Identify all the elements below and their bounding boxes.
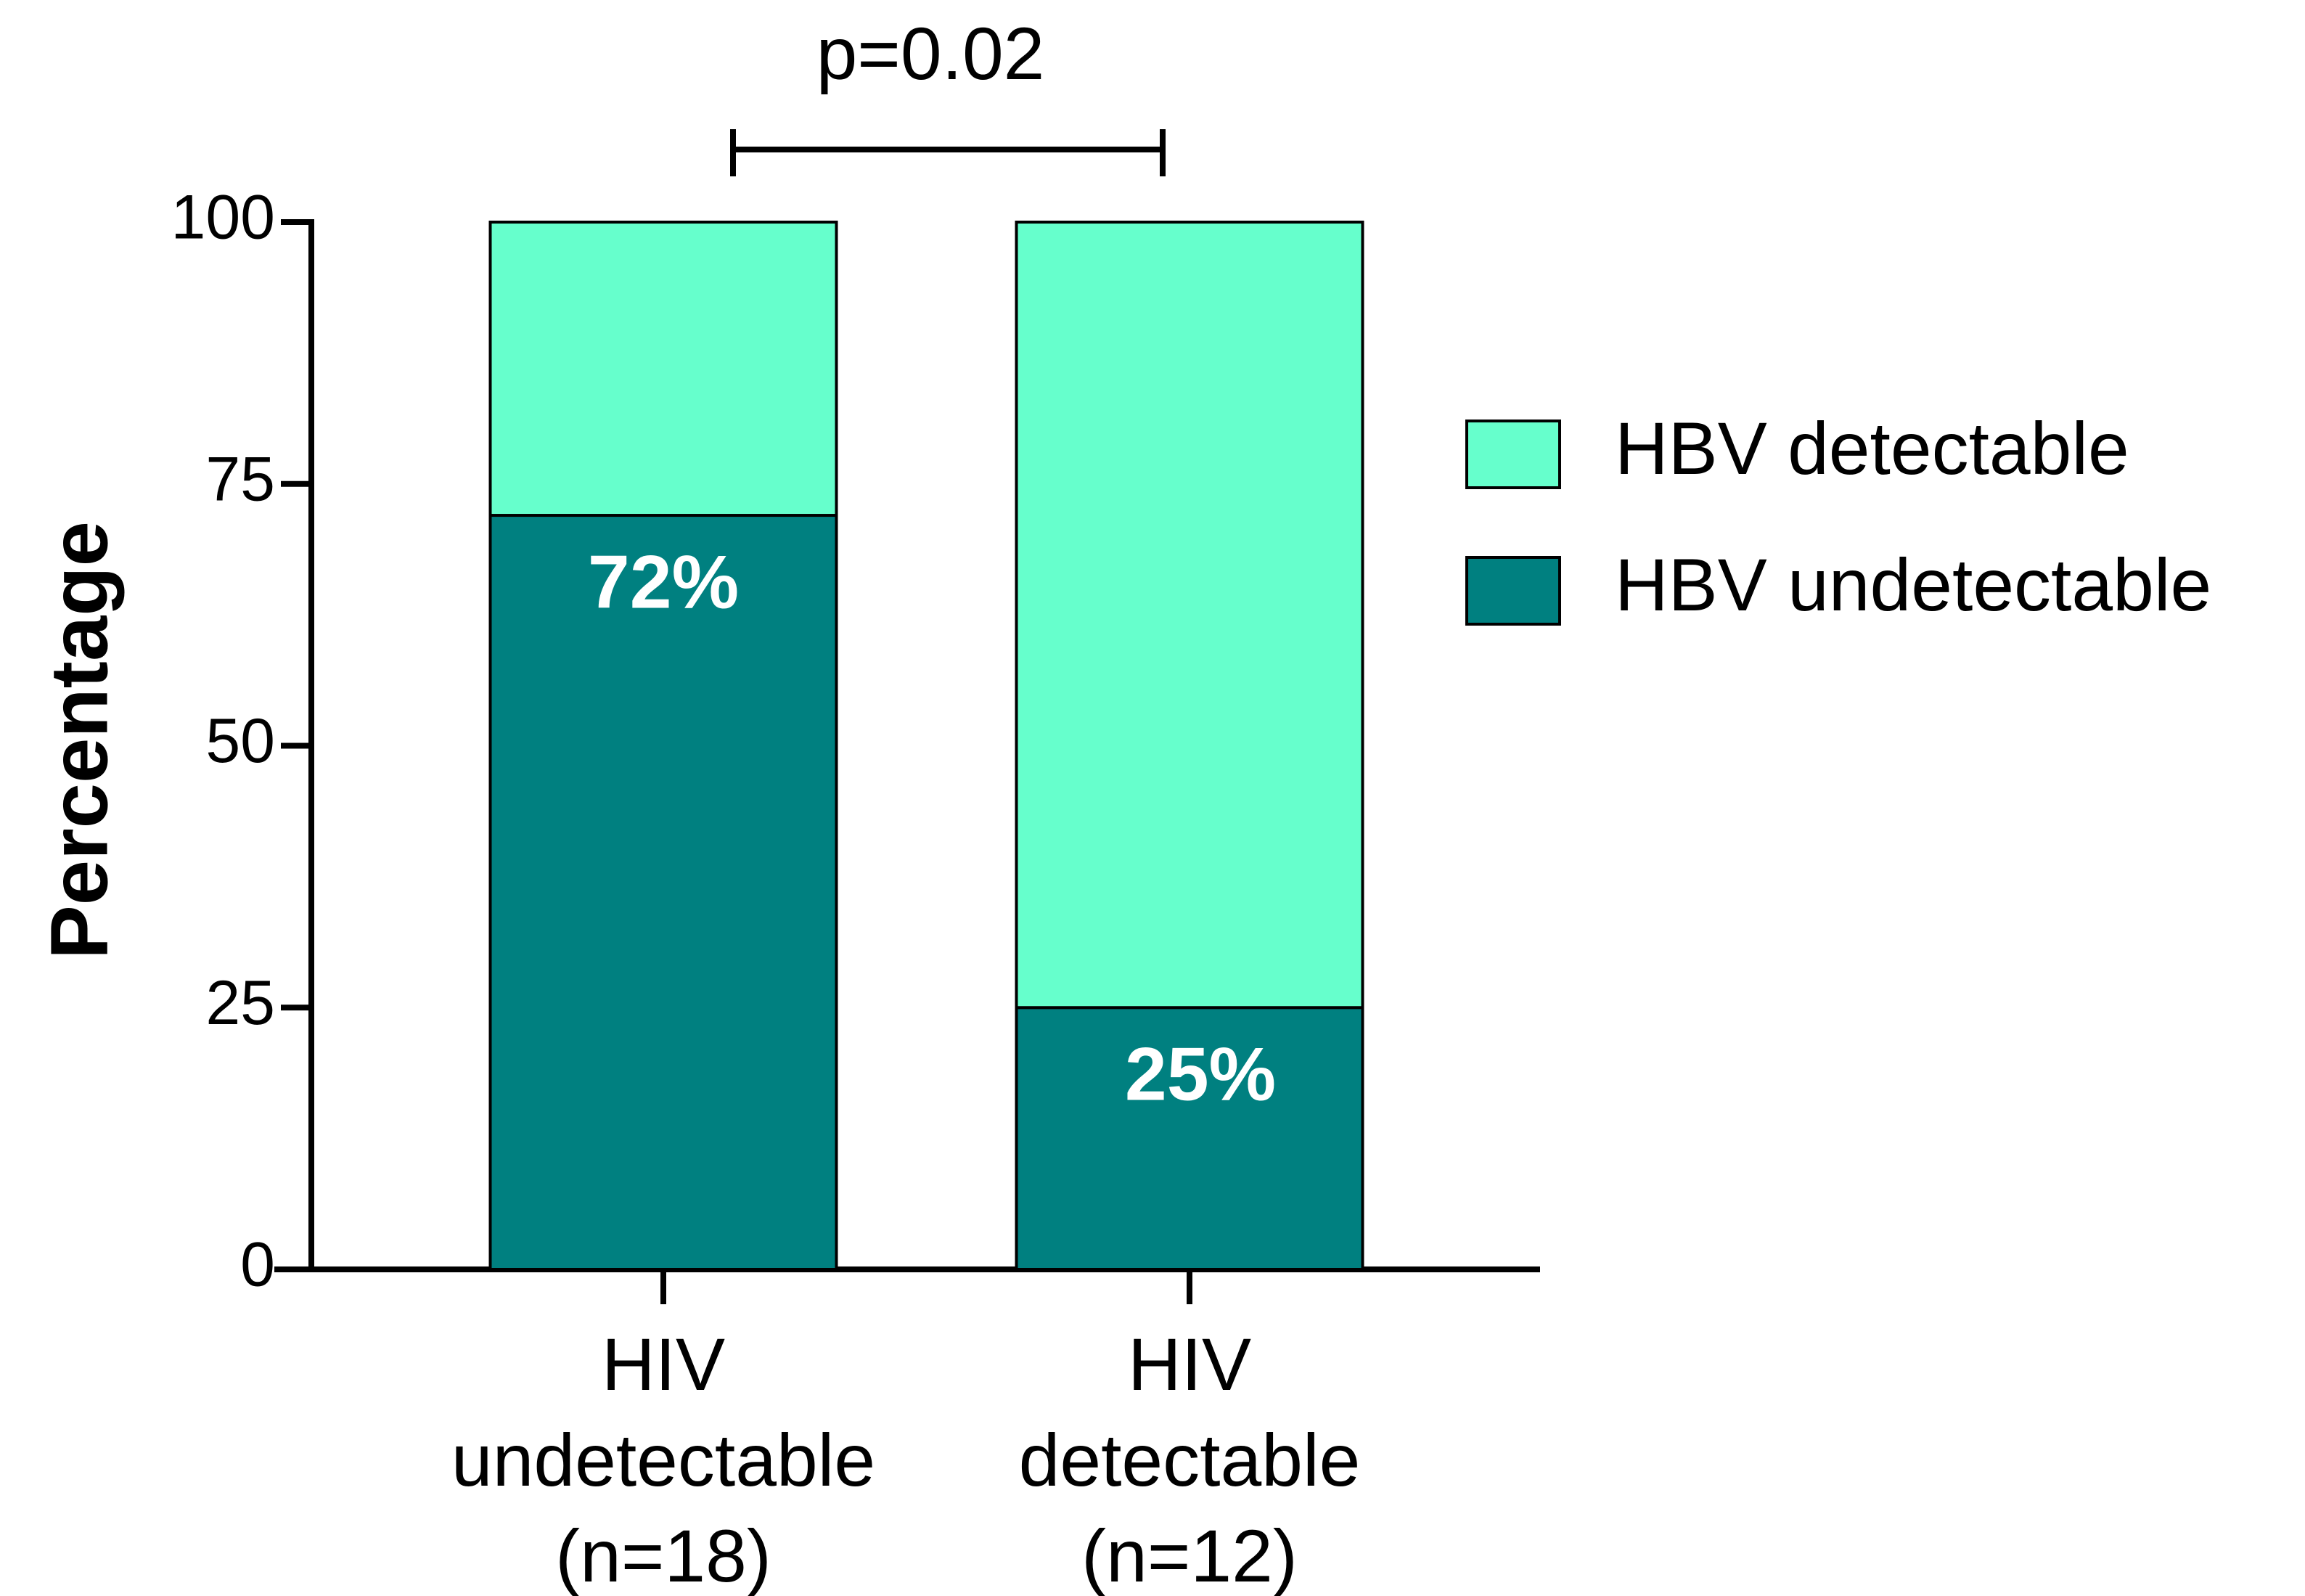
legend-label: HBV undetectable [1615,544,2211,626]
y-tick-label: 0 [240,1230,275,1300]
x-tick-label: HIV detectable (n=12) [1019,1323,1361,1596]
bar-segment [488,514,838,1271]
y-tick-label: 75 [205,444,275,514]
bar-segment [1015,1006,1364,1271]
x-tick-label: HIV undetectable (n=18) [451,1323,875,1596]
bar-segment [1015,221,1364,1010]
data-label: 72% [588,541,739,625]
legend-swatch [1465,420,1561,489]
y-tick-label: 100 [171,183,276,253]
y-tick-label: 50 [205,706,275,776]
legend-label: HBV detectable [1615,407,2129,490]
bar-segment [488,221,838,517]
data-label: 25% [1125,1033,1276,1117]
y-axis-label: Percentage [34,521,125,959]
p-value-annotation: p=0.02 [816,12,1045,95]
legend-swatch [1465,556,1561,626]
significance-bracket [730,129,1166,176]
y-tick-label: 25 [205,968,275,1038]
